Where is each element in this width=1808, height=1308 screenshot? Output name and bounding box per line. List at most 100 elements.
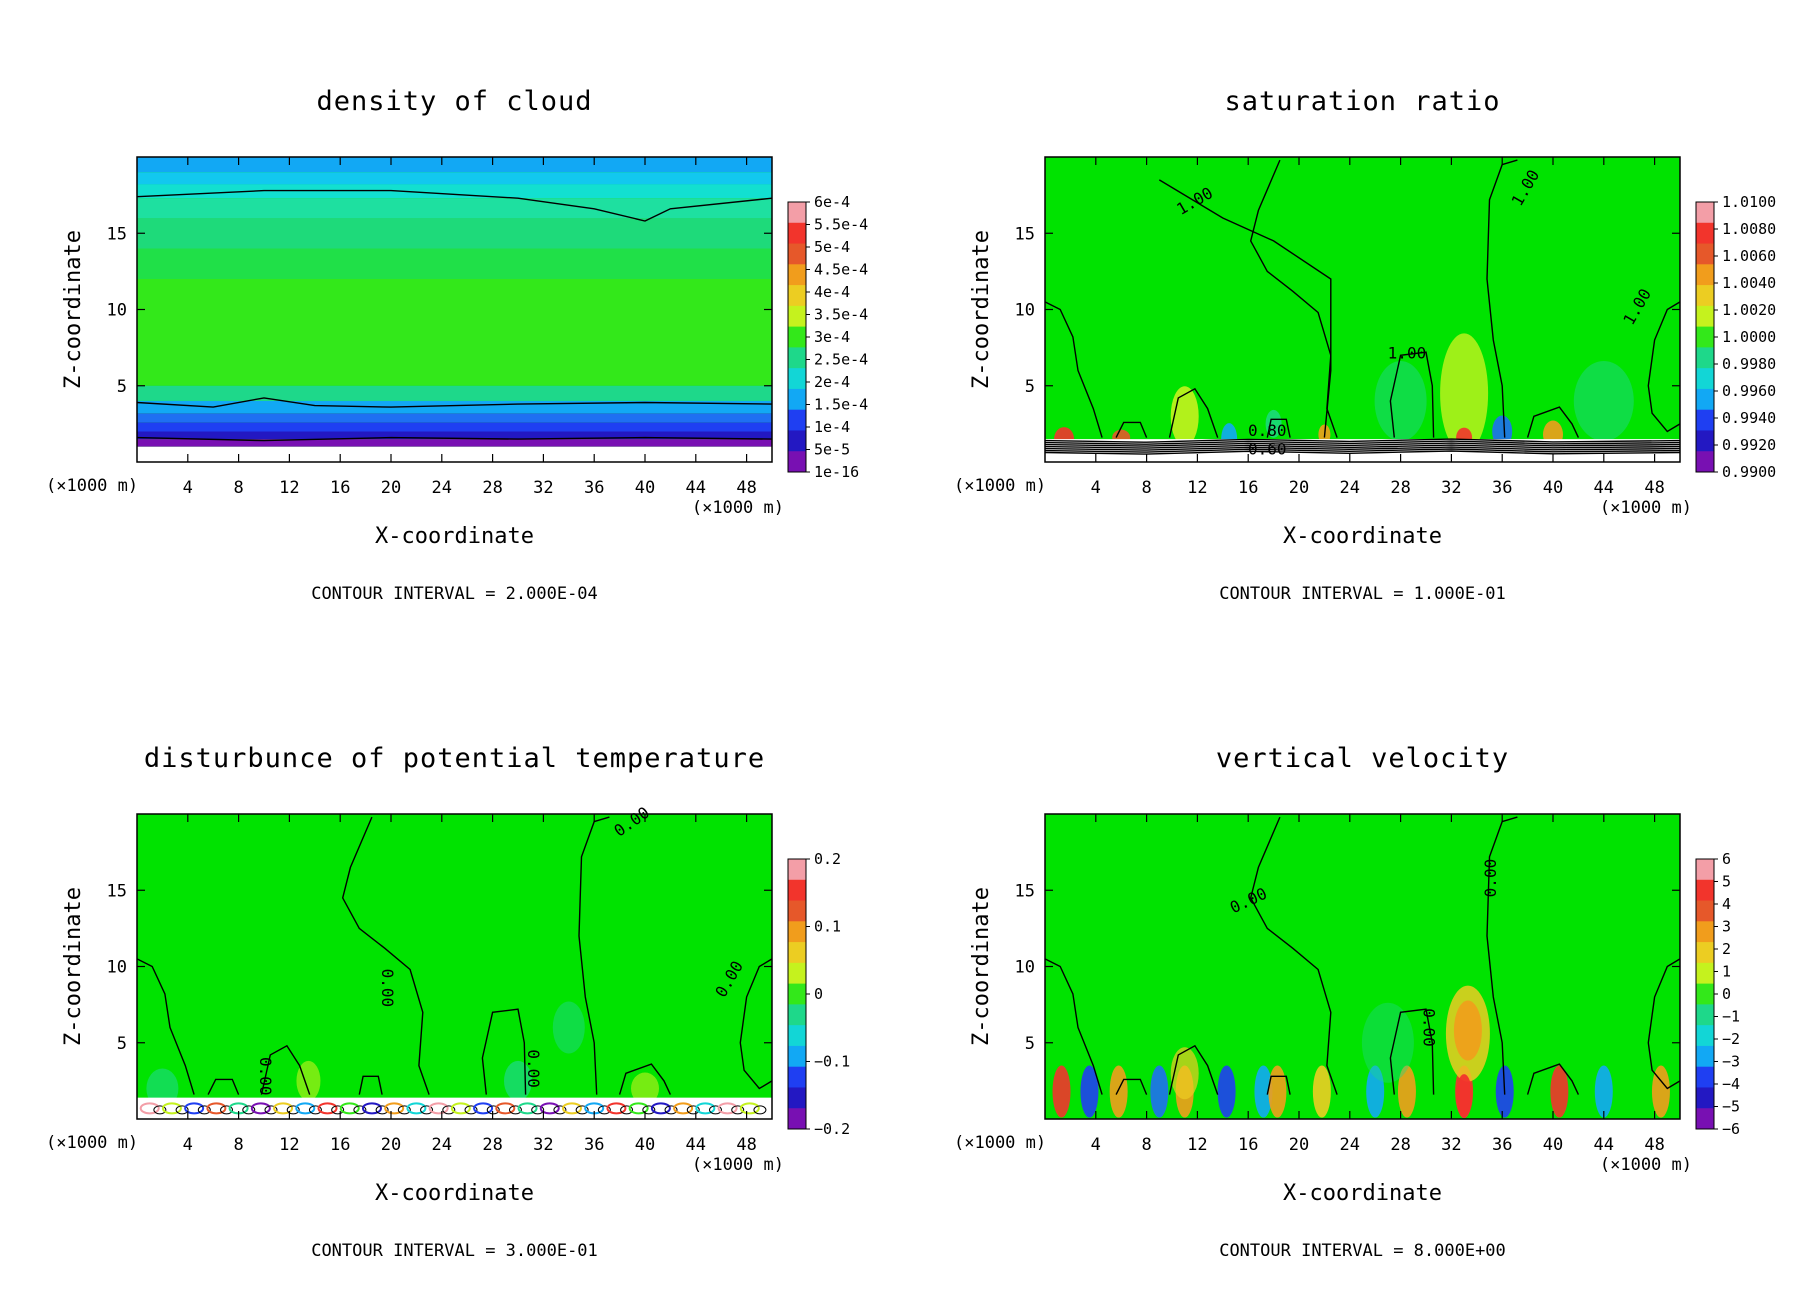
noise-contour bbox=[339, 1102, 360, 1115]
contour-line bbox=[1045, 440, 1680, 445]
x-tick-label: 32 bbox=[533, 478, 553, 498]
x-unit-right: (×1000 m) bbox=[692, 1155, 784, 1175]
colorbar-segment bbox=[1696, 879, 1714, 902]
velocity-cell bbox=[1109, 1065, 1128, 1118]
contour-line bbox=[341, 816, 430, 1095]
x-tick-label: 16 bbox=[1238, 1135, 1258, 1155]
noise-contour bbox=[450, 1102, 471, 1115]
colorbar-label: 0.9900 bbox=[1722, 463, 1776, 481]
colorbar-segment bbox=[788, 326, 806, 348]
field-blob bbox=[1440, 333, 1489, 454]
colorbar-segment bbox=[788, 1045, 806, 1068]
colorbar-label: −3 bbox=[1722, 1053, 1740, 1071]
x-tick-label: 8 bbox=[1141, 478, 1151, 498]
density-band bbox=[137, 157, 772, 173]
colorbar-label: 1.0040 bbox=[1722, 274, 1776, 292]
colorbar-segment bbox=[1696, 921, 1714, 943]
noise-contour bbox=[295, 1102, 316, 1115]
velocity-cell bbox=[1456, 1074, 1473, 1119]
noise-contour bbox=[531, 1105, 545, 1115]
colorbar-label: 6e-4 bbox=[814, 193, 850, 211]
x-tick-label: 12 bbox=[1187, 478, 1207, 498]
colorbar-segment bbox=[1696, 368, 1714, 390]
x-axis-label: X-coordinate bbox=[1283, 524, 1442, 549]
contour-line bbox=[137, 958, 195, 1095]
colorbar-label: 1e-4 bbox=[814, 418, 850, 436]
x-axis-label: X-coordinate bbox=[375, 524, 534, 549]
contour-interval: CONTOUR INTERVAL = 3.000E-01 bbox=[311, 1241, 598, 1261]
colorbar-label: 1e-16 bbox=[814, 463, 859, 481]
noise-contour bbox=[161, 1102, 182, 1115]
contour-line bbox=[1526, 406, 1580, 438]
velocity-cell bbox=[1217, 1065, 1236, 1118]
density-band bbox=[137, 431, 772, 440]
colorbar-label: 0.9940 bbox=[1722, 409, 1776, 427]
contour-line bbox=[1045, 448, 1680, 453]
colorbar: 0.2 0.1 0 −0.1 −0.2 bbox=[787, 850, 850, 1138]
x-tick-label: 48 bbox=[736, 1135, 756, 1155]
noise-contour bbox=[695, 1102, 716, 1115]
field-blob bbox=[1265, 409, 1282, 438]
plot-area bbox=[1045, 814, 1680, 1119]
colorbar-segment bbox=[788, 962, 806, 985]
contour-label: 0.00 bbox=[378, 969, 397, 1008]
noise-contour bbox=[175, 1105, 189, 1115]
y-tick-label: 15 bbox=[107, 224, 127, 244]
noise-contour bbox=[686, 1105, 700, 1115]
contour-line bbox=[1158, 179, 1332, 438]
colorbar-segment bbox=[788, 942, 806, 964]
x-tick-label: 16 bbox=[330, 1135, 350, 1155]
noise-contour bbox=[331, 1105, 345, 1115]
field-blob bbox=[1573, 361, 1634, 441]
velocity-cell bbox=[1397, 1065, 1416, 1118]
colorbar-label: 6 bbox=[1722, 850, 1731, 868]
colorbar-label: 1.5e-4 bbox=[814, 396, 868, 414]
x-unit-right: (×1000 m) bbox=[1600, 498, 1692, 518]
contour-line bbox=[207, 1078, 240, 1095]
colorbar-segment bbox=[788, 451, 806, 473]
x-tick-label: 24 bbox=[432, 1135, 452, 1155]
x-tick-label: 20 bbox=[1289, 1135, 1309, 1155]
colorbar-segment bbox=[788, 1066, 806, 1088]
x-tick-label: 4 bbox=[183, 478, 193, 498]
contour-line bbox=[137, 436, 772, 442]
colorbar-segment bbox=[788, 368, 806, 390]
y-tick-label: 15 bbox=[1015, 881, 1035, 901]
noise-contour bbox=[606, 1102, 627, 1115]
velocity-cell bbox=[1651, 1065, 1670, 1118]
contour-line bbox=[1249, 816, 1338, 1095]
colorbar-segment bbox=[788, 305, 806, 328]
colorbar-segment bbox=[1696, 347, 1714, 369]
colorbar-segment bbox=[788, 983, 806, 1005]
velocity-cell bbox=[1312, 1065, 1331, 1118]
contour-line bbox=[1045, 442, 1680, 447]
density-band bbox=[137, 422, 772, 432]
colorbar-segment bbox=[1696, 264, 1714, 286]
noise-contour bbox=[464, 1105, 478, 1115]
colorbar-label: 3.5e-4 bbox=[814, 306, 868, 324]
colorbar-segment bbox=[1696, 1108, 1714, 1130]
colorbar-segment bbox=[1696, 900, 1714, 922]
contour-label: 0.00 bbox=[1481, 859, 1500, 898]
colorbar-label: 0 bbox=[1722, 985, 1731, 1003]
colorbar-label: 0 bbox=[814, 985, 823, 1003]
noise-contour bbox=[731, 1105, 745, 1115]
x-tick-label: 20 bbox=[381, 478, 401, 498]
colorbar-segment bbox=[1696, 285, 1714, 307]
colorbar-label: 1 bbox=[1722, 963, 1731, 981]
density-band bbox=[137, 172, 772, 185]
contour-interval: CONTOUR INTERVAL = 1.000E-01 bbox=[1219, 584, 1506, 604]
colorbar-label: 3e-4 bbox=[814, 328, 850, 346]
noise-contour bbox=[539, 1102, 560, 1115]
x-tick-label: 8 bbox=[1141, 1135, 1151, 1155]
colorbar-label: 2e-4 bbox=[814, 373, 850, 391]
density-band bbox=[137, 439, 772, 447]
plot-area bbox=[137, 157, 772, 462]
contour-line bbox=[739, 958, 772, 1090]
blank-ground bbox=[137, 446, 772, 462]
x-tick-label: 44 bbox=[686, 478, 706, 498]
noise-contour bbox=[139, 1102, 160, 1115]
